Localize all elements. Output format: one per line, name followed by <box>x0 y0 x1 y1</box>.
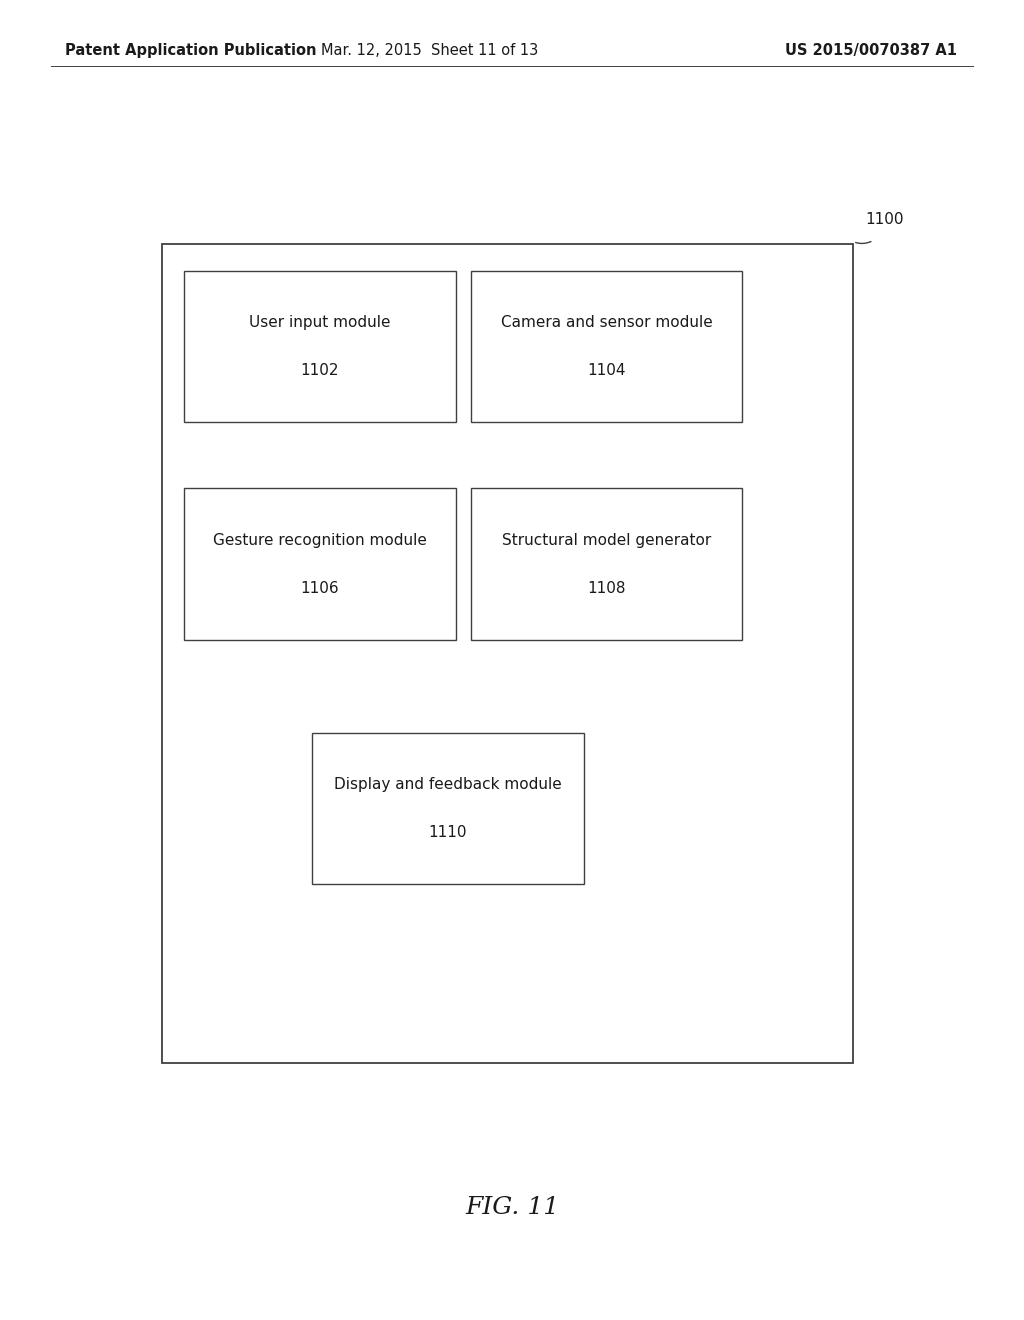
Text: Patent Application Publication: Patent Application Publication <box>65 44 316 58</box>
Bar <box>312 733 584 884</box>
Bar <box>184 488 456 640</box>
Text: Display and feedback module: Display and feedback module <box>334 777 562 792</box>
Bar <box>471 488 742 640</box>
Text: 1104: 1104 <box>588 363 626 378</box>
Text: Gesture recognition module: Gesture recognition module <box>213 533 427 548</box>
Text: 1102: 1102 <box>301 363 339 378</box>
Text: 1106: 1106 <box>301 581 339 595</box>
Text: 1110: 1110 <box>429 825 467 840</box>
Text: FIG. 11: FIG. 11 <box>465 1196 559 1220</box>
Text: Structural model generator: Structural model generator <box>502 533 712 548</box>
Bar <box>162 244 853 1063</box>
Text: 1100: 1100 <box>865 213 904 227</box>
Bar <box>184 271 456 422</box>
Text: US 2015/0070387 A1: US 2015/0070387 A1 <box>785 44 957 58</box>
Text: User input module: User input module <box>249 315 391 330</box>
Text: Mar. 12, 2015  Sheet 11 of 13: Mar. 12, 2015 Sheet 11 of 13 <box>322 44 539 58</box>
Text: Camera and sensor module: Camera and sensor module <box>501 315 713 330</box>
Text: 1108: 1108 <box>588 581 626 595</box>
Bar <box>471 271 742 422</box>
